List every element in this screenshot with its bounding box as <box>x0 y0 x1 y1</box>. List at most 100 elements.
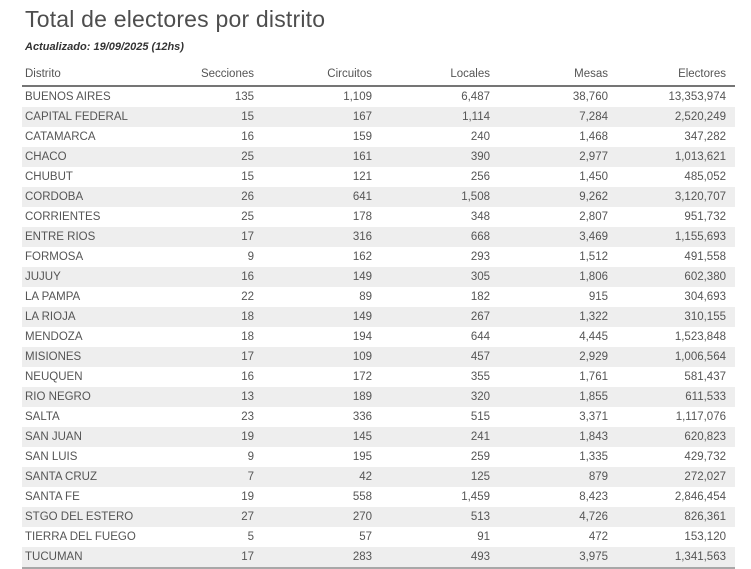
district-cell[interactable]: NEUQUEN <box>25 371 83 383</box>
value-cell[interactable]: 316 <box>263 227 381 247</box>
value-cell[interactable]: 7,284 <box>499 107 617 127</box>
value-cell[interactable]: 310,155 <box>617 307 735 327</box>
value-cell[interactable]: 3,469 <box>499 227 617 247</box>
value-cell[interactable]: 1,523,848 <box>674 331 726 343</box>
table-row[interactable]: MENDOZA 18 194 644 4,445 1,523,848 <box>22 327 735 347</box>
value-cell[interactable]: 57 <box>359 531 372 543</box>
table-row[interactable]: TUCUMAN 17 283 493 3,975 1,341,563 <box>22 547 735 569</box>
value-cell[interactable]: 23 <box>241 411 254 423</box>
value-cell[interactable]: 293 <box>470 251 490 263</box>
value-cell[interactable]: 355 <box>470 371 490 383</box>
column-header-locales[interactable]: Locales <box>381 65 499 87</box>
value-cell[interactable]: 153,120 <box>684 531 726 543</box>
value-cell[interactable]: 149 <box>263 267 381 287</box>
value-cell[interactable]: 320 <box>381 387 499 407</box>
value-cell[interactable]: 1,843 <box>499 427 617 447</box>
district-cell[interactable]: CATAMARCA <box>25 131 96 143</box>
value-cell[interactable]: 4,445 <box>579 331 608 343</box>
value-cell[interactable]: 195 <box>352 451 372 463</box>
value-cell[interactable]: 1,508 <box>381 187 499 207</box>
value-cell[interactable]: 159 <box>352 131 372 143</box>
value-cell[interactable]: 149 <box>263 307 381 327</box>
value-cell[interactable]: 620,823 <box>617 427 735 447</box>
value-cell[interactable]: 135 <box>234 91 254 103</box>
value-cell[interactable]: 2,520,249 <box>617 107 735 127</box>
district-cell[interactable]: SANTA FE <box>25 491 80 503</box>
value-cell[interactable]: 161 <box>263 147 381 167</box>
value-cell[interactable]: 1,155,693 <box>617 227 735 247</box>
table-row[interactable]: TIERRA DEL FUEGO 5 57 91 472 153,120 <box>22 527 735 547</box>
table-row[interactable]: SANTA CRUZ 7 42 125 879 272,027 <box>22 467 735 487</box>
table-row[interactable]: CATAMARCA 16 159 240 1,468 347,282 <box>22 127 735 147</box>
value-cell[interactable]: 2,846,454 <box>674 491 726 503</box>
value-cell[interactable]: 25 <box>241 211 254 223</box>
district-cell[interactable]: TIERRA DEL FUEGO <box>25 531 136 543</box>
value-cell[interactable]: 493 <box>381 547 499 569</box>
district-cell[interactable]: JUJUY <box>22 267 145 287</box>
value-cell[interactable]: 89 <box>359 291 372 303</box>
district-cell[interactable]: CAPITAL FEDERAL <box>22 107 145 127</box>
value-cell[interactable]: 347,282 <box>684 131 726 143</box>
district-cell[interactable]: ENTRE RIOS <box>22 227 145 247</box>
table-row[interactable]: CHACO 25 161 390 2,977 1,013,621 <box>22 147 735 167</box>
value-cell[interactable]: 602,380 <box>617 267 735 287</box>
table-row[interactable]: CHUBUT 15 121 256 1,450 485,052 <box>22 167 735 187</box>
district-cell[interactable]: LA PAMPA <box>25 291 81 303</box>
value-cell[interactable]: 91 <box>477 531 490 543</box>
value-cell[interactable]: 121 <box>352 171 372 183</box>
value-cell[interactable]: 240 <box>470 131 490 143</box>
value-cell[interactable]: 457 <box>381 347 499 367</box>
value-cell[interactable]: 9,262 <box>499 187 617 207</box>
table-row[interactable]: CORRIENTES 25 178 348 2,807 951,732 <box>22 207 735 227</box>
value-cell[interactable]: 17 <box>145 347 263 367</box>
district-cell[interactable]: SAN LUIS <box>25 451 78 463</box>
table-row[interactable]: BUENOS AIRES 135 1,109 6,487 38,760 13,353,97… <box>22 86 735 107</box>
value-cell[interactable]: 1,341,563 <box>617 547 735 569</box>
table-row[interactable]: NEUQUEN 16 172 355 1,761 581,437 <box>22 367 735 387</box>
value-cell[interactable]: 16 <box>241 131 254 143</box>
value-cell[interactable]: 189 <box>263 387 381 407</box>
value-cell[interactable]: 27 <box>145 507 263 527</box>
table-row[interactable]: SAN JUAN 19 145 241 1,843 620,823 <box>22 427 735 447</box>
value-cell[interactable]: 336 <box>352 411 372 423</box>
value-cell[interactable]: 7 <box>145 467 263 487</box>
value-cell[interactable]: 668 <box>381 227 499 247</box>
value-cell[interactable]: 390 <box>381 147 499 167</box>
value-cell[interactable]: 25 <box>145 147 263 167</box>
value-cell[interactable]: 22 <box>241 291 254 303</box>
value-cell[interactable]: 125 <box>381 467 499 487</box>
table-row[interactable]: CORDOBA 26 641 1,508 9,262 3,120,707 <box>22 187 735 207</box>
table-row[interactable]: JUJUY 16 149 305 1,806 602,380 <box>22 267 735 287</box>
table-row[interactable]: SANTA FE 19 558 1,459 8,423 2,846,454 <box>22 487 735 507</box>
value-cell[interactable]: 259 <box>470 451 490 463</box>
table-row[interactable]: CAPITAL FEDERAL 15 167 1,114 7,284 2,520,249 <box>22 107 735 127</box>
district-cell[interactable]: RIO NEGRO <box>22 387 145 407</box>
value-cell[interactable]: 3,975 <box>499 547 617 569</box>
value-cell[interactable]: 13 <box>145 387 263 407</box>
value-cell[interactable]: 162 <box>352 251 372 263</box>
value-cell[interactable]: 3,371 <box>579 411 608 423</box>
value-cell[interactable]: 241 <box>381 427 499 447</box>
value-cell[interactable]: 15 <box>241 171 254 183</box>
value-cell[interactable]: 38,760 <box>572 91 608 103</box>
value-cell[interactable]: 2,807 <box>579 211 608 223</box>
value-cell[interactable]: 305 <box>381 267 499 287</box>
value-cell[interactable]: 15 <box>145 107 263 127</box>
value-cell[interactable]: 348 <box>470 211 490 223</box>
district-cell[interactable]: CHUBUT <box>25 171 73 183</box>
value-cell[interactable]: 194 <box>352 331 372 343</box>
value-cell[interactable]: 182 <box>470 291 490 303</box>
value-cell[interactable]: 18 <box>145 307 263 327</box>
value-cell[interactable]: 18 <box>241 331 254 343</box>
value-cell[interactable]: 1,109 <box>343 91 372 103</box>
value-cell[interactable]: 1,855 <box>499 387 617 407</box>
table-row[interactable]: SALTA 23 336 515 3,371 1,117,076 <box>22 407 735 427</box>
column-header-distrito[interactable]: Distrito <box>22 65 145 87</box>
value-cell[interactable]: 9 <box>247 251 254 263</box>
value-cell[interactable]: 1,806 <box>499 267 617 287</box>
value-cell[interactable]: 581,437 <box>684 371 726 383</box>
value-cell[interactable]: 304,693 <box>684 291 726 303</box>
value-cell[interactable]: 2,977 <box>499 147 617 167</box>
value-cell[interactable]: 9 <box>247 451 254 463</box>
table-row[interactable]: LA PAMPA 22 89 182 915 304,693 <box>22 287 735 307</box>
